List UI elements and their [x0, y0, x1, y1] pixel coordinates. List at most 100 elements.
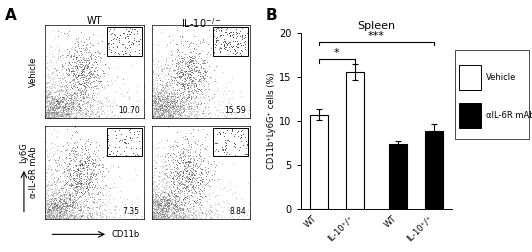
- Point: [49, 215, 57, 219]
- Point: [53, 111, 61, 115]
- Point: [177, 216, 185, 220]
- Point: [121, 51, 130, 55]
- Point: [43, 115, 51, 119]
- Point: [246, 109, 254, 113]
- Point: [148, 81, 156, 85]
- Point: [62, 196, 70, 200]
- Point: [163, 108, 172, 112]
- Point: [66, 112, 74, 116]
- Point: [164, 100, 173, 104]
- Point: [167, 179, 175, 183]
- Point: [41, 97, 49, 101]
- Point: [78, 161, 87, 165]
- Point: [160, 209, 169, 213]
- Point: [78, 75, 87, 79]
- Point: [52, 217, 60, 221]
- Point: [174, 81, 183, 85]
- Point: [72, 100, 81, 104]
- Point: [45, 200, 54, 204]
- Point: [159, 215, 167, 219]
- Point: [182, 131, 191, 135]
- Point: [55, 188, 64, 192]
- Point: [70, 53, 78, 57]
- Point: [147, 94, 156, 98]
- Point: [179, 216, 188, 220]
- Point: [105, 201, 114, 205]
- Point: [56, 209, 65, 213]
- Point: [62, 197, 71, 201]
- Point: [61, 202, 69, 206]
- Point: [152, 96, 161, 100]
- Point: [156, 111, 164, 115]
- Point: [51, 99, 59, 103]
- Point: [173, 95, 181, 99]
- Point: [139, 160, 148, 164]
- Point: [153, 105, 161, 109]
- Point: [180, 175, 189, 179]
- Point: [105, 143, 113, 147]
- Point: [175, 88, 184, 92]
- Point: [184, 105, 193, 109]
- Point: [74, 208, 83, 212]
- Point: [63, 147, 71, 151]
- Point: [170, 182, 178, 186]
- Point: [86, 103, 94, 107]
- Point: [199, 111, 207, 115]
- Point: [169, 181, 177, 185]
- Point: [159, 99, 167, 103]
- Point: [70, 91, 79, 96]
- Point: [43, 112, 51, 116]
- Point: [160, 213, 168, 217]
- Point: [53, 206, 62, 210]
- Point: [220, 140, 229, 144]
- Point: [186, 213, 195, 217]
- Point: [190, 109, 199, 113]
- Point: [130, 38, 138, 42]
- Point: [44, 106, 53, 110]
- Point: [68, 133, 76, 137]
- Point: [72, 107, 81, 111]
- Point: [176, 206, 185, 210]
- Point: [62, 93, 70, 97]
- Point: [44, 108, 52, 112]
- Point: [45, 196, 53, 200]
- Point: [153, 193, 162, 197]
- Point: [139, 110, 148, 114]
- Point: [75, 102, 84, 106]
- Point: [171, 214, 180, 218]
- Point: [197, 48, 206, 52]
- Point: [47, 111, 55, 115]
- Point: [170, 97, 178, 101]
- Point: [44, 116, 52, 120]
- Point: [41, 193, 49, 197]
- Point: [78, 116, 86, 120]
- Point: [222, 42, 231, 46]
- Point: [160, 195, 168, 199]
- Point: [238, 35, 246, 39]
- Point: [60, 101, 69, 105]
- Point: [188, 105, 197, 109]
- Point: [41, 125, 50, 129]
- Point: [48, 105, 56, 109]
- Point: [130, 213, 139, 217]
- Point: [225, 89, 234, 93]
- Point: [157, 215, 165, 219]
- Point: [182, 104, 191, 108]
- Point: [81, 160, 89, 164]
- Point: [160, 205, 168, 209]
- Point: [154, 174, 162, 178]
- Point: [202, 79, 211, 83]
- Point: [149, 200, 158, 204]
- Point: [152, 213, 160, 217]
- Point: [116, 138, 124, 142]
- Point: [83, 83, 92, 87]
- Point: [157, 203, 165, 207]
- Point: [42, 202, 51, 206]
- Point: [162, 201, 170, 205]
- Point: [55, 212, 63, 216]
- Point: [45, 202, 54, 206]
- Point: [191, 191, 200, 195]
- Point: [41, 95, 50, 99]
- Point: [62, 108, 71, 112]
- Point: [55, 206, 64, 210]
